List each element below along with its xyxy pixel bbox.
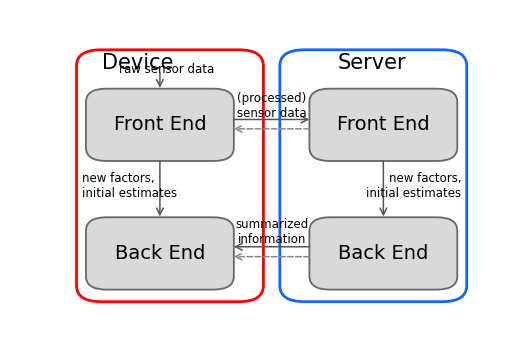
Text: new factors,
initial estimates: new factors, initial estimates — [82, 173, 177, 200]
Text: Front End: Front End — [337, 115, 430, 134]
FancyBboxPatch shape — [86, 217, 234, 290]
Text: summarized
information: summarized information — [235, 218, 308, 246]
Text: Back End: Back End — [114, 244, 205, 263]
Text: Back End: Back End — [338, 244, 429, 263]
Text: (processed)
sensor data: (processed) sensor data — [237, 92, 306, 120]
Text: new factors,
initial estimates: new factors, initial estimates — [366, 173, 462, 200]
FancyBboxPatch shape — [310, 89, 457, 161]
Text: Device: Device — [102, 53, 174, 73]
Text: Front End: Front End — [113, 115, 206, 134]
FancyBboxPatch shape — [86, 89, 234, 161]
Text: raw sensor data: raw sensor data — [119, 63, 214, 77]
Text: Server: Server — [338, 53, 407, 73]
FancyBboxPatch shape — [310, 217, 457, 290]
